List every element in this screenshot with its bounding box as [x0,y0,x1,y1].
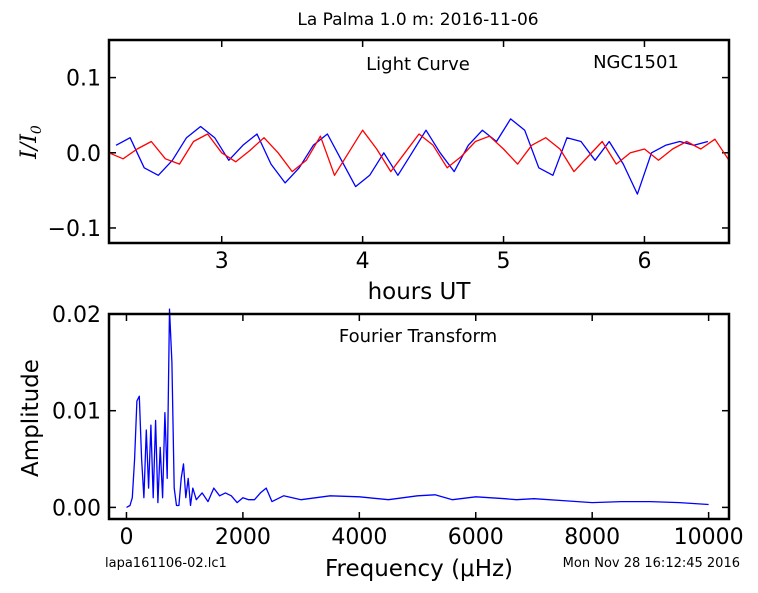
fourier-ytick-label: 0.02 [52,303,101,328]
fourier-ytick-label: 0.01 [52,400,101,425]
fourier-ylabel: Amplitude [18,359,44,477]
light-curve-ylabel: I/I0 [17,125,45,160]
light-curve-series [108,118,730,195]
light-curve-annotation: Light Curve [366,54,470,75]
fourier-xlabel: Frequency (μHz) [325,556,513,582]
light-curve-panel: 3 4 5 6 −0.1 0.0 0.1 Light Curve NGC1501 hours… [17,38,731,305]
fourier-ytick-label: 0.00 [52,496,101,521]
fourier-xtick-label: 8000 [564,525,620,550]
figure-title: La Palma 1.0 m: 2016-11-06 [297,10,538,30]
light-curve-xtick-label: 6 [637,249,651,274]
fourier-xtick-label: 10000 [674,525,744,550]
light-curve-series-line-1 [108,129,730,176]
light-curve-ylabel-subscript: 0 [29,125,45,134]
light-curve-series-line-0 [115,118,709,195]
light-curve-ytick-label: 0.0 [66,142,101,167]
light-curve-xtick-label: 4 [356,249,370,274]
light-curve-xtick-label: 3 [215,249,229,274]
fourier-frame [107,312,731,521]
fourier-annotation: Fourier Transform [339,326,497,347]
fourier-xtick-label: 0 [119,525,133,550]
object-name-annotation: NGC1501 [593,52,679,73]
fourier-panel: 0 2000 4000 6000 8000 10000 0.00 0.01 0.02 Fouri… [18,303,744,582]
fourier-xtick-label: 4000 [331,525,387,550]
fourier-tick-labels: 0 2000 4000 6000 8000 10000 0.00 0.01 0.02 [52,303,744,550]
fourier-xtick-label: 6000 [448,525,504,550]
light-curve-xtick-label: 5 [497,249,511,274]
light-curve-frame [107,38,731,245]
fourier-series-line-0 [126,308,709,508]
light-curve-xlabel: hours UT [368,279,472,305]
fourier-xtick-label: 2000 [215,525,271,550]
footer-filename: lapa161106-02.lc1 [105,556,227,571]
light-curve-ytick-label: 0.1 [66,67,101,92]
light-curve-ylabel-group: I/I0 [17,125,45,160]
light-curve-ylabel-main: I/I [17,133,42,160]
footer-timestamp: Mon Nov 28 16:12:45 2016 [563,556,740,571]
light-curve-tick-labels: 3 4 5 6 −0.1 0.0 0.1 [48,67,652,274]
light-curve-ytick-label: −0.1 [48,217,101,242]
fourier-series [126,308,709,508]
